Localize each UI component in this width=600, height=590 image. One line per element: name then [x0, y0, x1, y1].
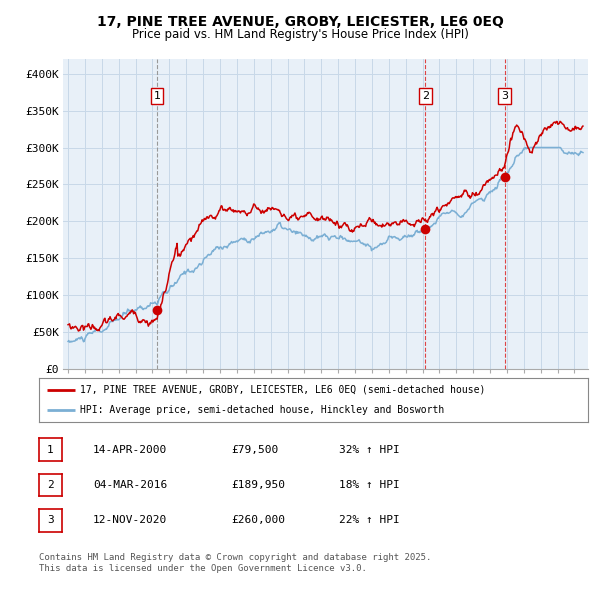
Text: HPI: Average price, semi-detached house, Hinckley and Bosworth: HPI: Average price, semi-detached house,…	[80, 405, 445, 415]
Text: 18% ↑ HPI: 18% ↑ HPI	[339, 480, 400, 490]
Text: Price paid vs. HM Land Registry's House Price Index (HPI): Price paid vs. HM Land Registry's House …	[131, 28, 469, 41]
Text: 1: 1	[47, 445, 54, 454]
Text: £260,000: £260,000	[231, 516, 285, 525]
Text: 3: 3	[501, 91, 508, 101]
Text: 32% ↑ HPI: 32% ↑ HPI	[339, 445, 400, 454]
Text: 17, PINE TREE AVENUE, GROBY, LEICESTER, LE6 0EQ (semi-detached house): 17, PINE TREE AVENUE, GROBY, LEICESTER, …	[80, 385, 485, 395]
Text: Contains HM Land Registry data © Crown copyright and database right 2025.
This d: Contains HM Land Registry data © Crown c…	[39, 553, 431, 573]
Text: 3: 3	[47, 516, 54, 525]
Text: £189,950: £189,950	[231, 480, 285, 490]
Text: 04-MAR-2016: 04-MAR-2016	[93, 480, 167, 490]
Text: £79,500: £79,500	[231, 445, 278, 454]
Text: 17, PINE TREE AVENUE, GROBY, LEICESTER, LE6 0EQ: 17, PINE TREE AVENUE, GROBY, LEICESTER, …	[97, 15, 503, 30]
Text: 1: 1	[154, 91, 161, 101]
Text: 2: 2	[422, 91, 429, 101]
Text: 14-APR-2000: 14-APR-2000	[93, 445, 167, 454]
Text: 12-NOV-2020: 12-NOV-2020	[93, 516, 167, 525]
Text: 2: 2	[47, 480, 54, 490]
Text: 22% ↑ HPI: 22% ↑ HPI	[339, 516, 400, 525]
